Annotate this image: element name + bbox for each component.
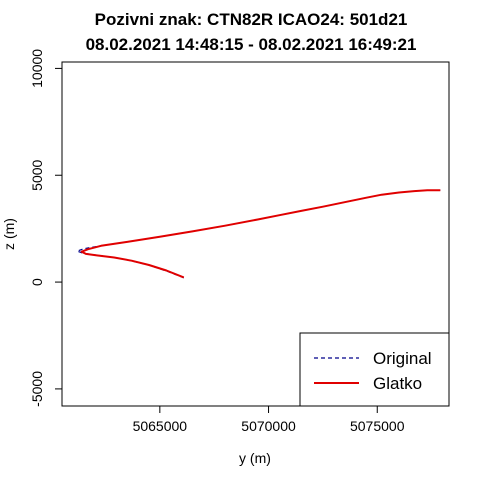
y-tick-label: 10000 bbox=[29, 49, 45, 88]
x-axis-label: y (m) bbox=[239, 450, 271, 466]
legend-box bbox=[299, 332, 450, 407]
x-tick-label: 5070000 bbox=[241, 418, 296, 434]
x-tick-label: 5065000 bbox=[133, 418, 188, 434]
chart-subtitle: 08.02.2021 14:48:15 - 08.02.2021 16:49:2… bbox=[86, 35, 417, 54]
plot-area bbox=[76, 189, 441, 279]
y-axis-label: z (m) bbox=[1, 218, 17, 250]
y-tick-label: 0 bbox=[29, 278, 45, 286]
x-axis: 5065000 5070000 5075000 bbox=[133, 405, 405, 434]
series-line-original bbox=[76, 189, 441, 279]
series-line-glatko bbox=[80, 189, 441, 279]
legend-label-glatko: Glatko bbox=[373, 374, 422, 393]
chart-title: Pozivni znak: CTN82R ICAO24: 501d21 bbox=[95, 10, 408, 29]
y-tick-label: -5000 bbox=[29, 371, 45, 407]
legend-label-original: Original bbox=[373, 349, 432, 368]
legend: Original Glatko bbox=[299, 332, 450, 407]
y-axis: -5000 0 5000 10000 bbox=[29, 49, 63, 407]
x-tick-label: 5075000 bbox=[350, 418, 405, 434]
y-tick-label: 5000 bbox=[29, 159, 45, 190]
